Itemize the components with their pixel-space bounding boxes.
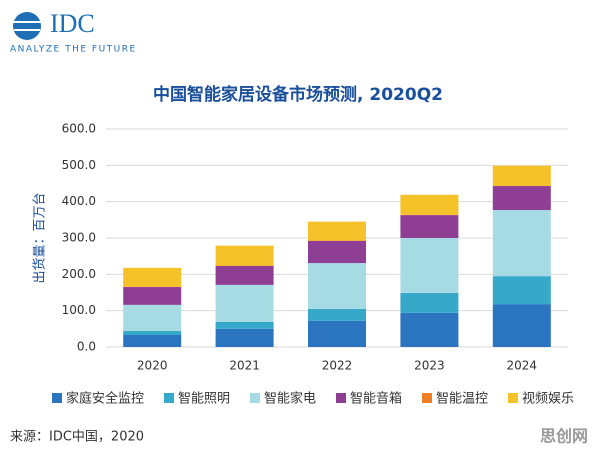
chart-title: 中国智能家居设备市场预测, 2020Q2 xyxy=(153,84,443,105)
y-tick-label: 600.0 xyxy=(62,122,96,136)
bar-segment xyxy=(215,321,274,329)
y-tick-label: 200.0 xyxy=(62,267,96,281)
bar-segment xyxy=(308,221,366,241)
legend-swatch xyxy=(508,393,518,403)
bar-segment xyxy=(400,292,459,313)
bar-segment xyxy=(215,245,274,266)
y-tick-label: 300.0 xyxy=(62,231,96,245)
bar-segment xyxy=(215,328,274,347)
bar-segment xyxy=(492,210,551,277)
logo: IDC ANALYZE THE FUTURE xyxy=(10,9,137,55)
legend-label: 智能家电 xyxy=(264,391,316,407)
bar-segment xyxy=(123,331,182,336)
bar-segment xyxy=(123,335,182,347)
bar-segment xyxy=(308,240,366,264)
x-tick-label: 2024 xyxy=(507,359,538,373)
bar-segment xyxy=(215,265,274,285)
logo-tagline: ANALYZE THE FUTURE xyxy=(10,45,137,55)
watermark: 思创网 xyxy=(540,427,588,446)
y-axis-label: 出货量：百万台 xyxy=(32,192,48,283)
y-tick-label: 400.0 xyxy=(62,194,96,208)
legend-label: 家庭安全监控 xyxy=(66,391,144,407)
bar-segment xyxy=(492,276,551,305)
logo-globe xyxy=(13,12,41,40)
legend-swatch xyxy=(164,393,174,403)
bar-segment xyxy=(400,238,459,293)
bar-segment xyxy=(123,304,182,332)
y-tick-label: 100.0 xyxy=(62,303,96,317)
x-tick-label: 2021 xyxy=(229,359,260,373)
legend-swatch xyxy=(52,393,62,403)
bar-segment xyxy=(400,312,459,347)
legend-label: 视频娱乐 xyxy=(522,392,574,407)
legend-swatch xyxy=(250,393,260,403)
logo-brand: IDC xyxy=(50,9,95,38)
bar-segment xyxy=(308,263,366,309)
bar-segment xyxy=(123,267,182,287)
legend-label: 智能照明 xyxy=(178,392,230,407)
legend-label: 智能音箱 xyxy=(350,391,402,407)
bar-segment xyxy=(492,165,551,186)
bar-segment xyxy=(308,320,366,347)
bar-segment xyxy=(492,186,551,211)
bar-segment xyxy=(400,194,459,215)
bar-segment xyxy=(400,215,459,238)
legend-swatch xyxy=(336,393,346,403)
x-tick-label: 2020 xyxy=(137,359,168,373)
legend-swatch xyxy=(422,393,432,403)
bar-segment xyxy=(492,304,551,347)
y-tick-label: 0.0 xyxy=(77,340,96,354)
legend-label: 智能温控 xyxy=(436,392,488,407)
bar-segment xyxy=(308,308,366,321)
y-tick-label: 500.0 xyxy=(62,158,96,172)
source: 来源：IDC中国，2020 xyxy=(10,430,144,445)
x-tick-label: 2023 xyxy=(414,359,445,373)
bar-segment xyxy=(215,284,274,322)
bar-segment xyxy=(123,287,182,305)
x-tick-label: 2022 xyxy=(322,359,353,373)
